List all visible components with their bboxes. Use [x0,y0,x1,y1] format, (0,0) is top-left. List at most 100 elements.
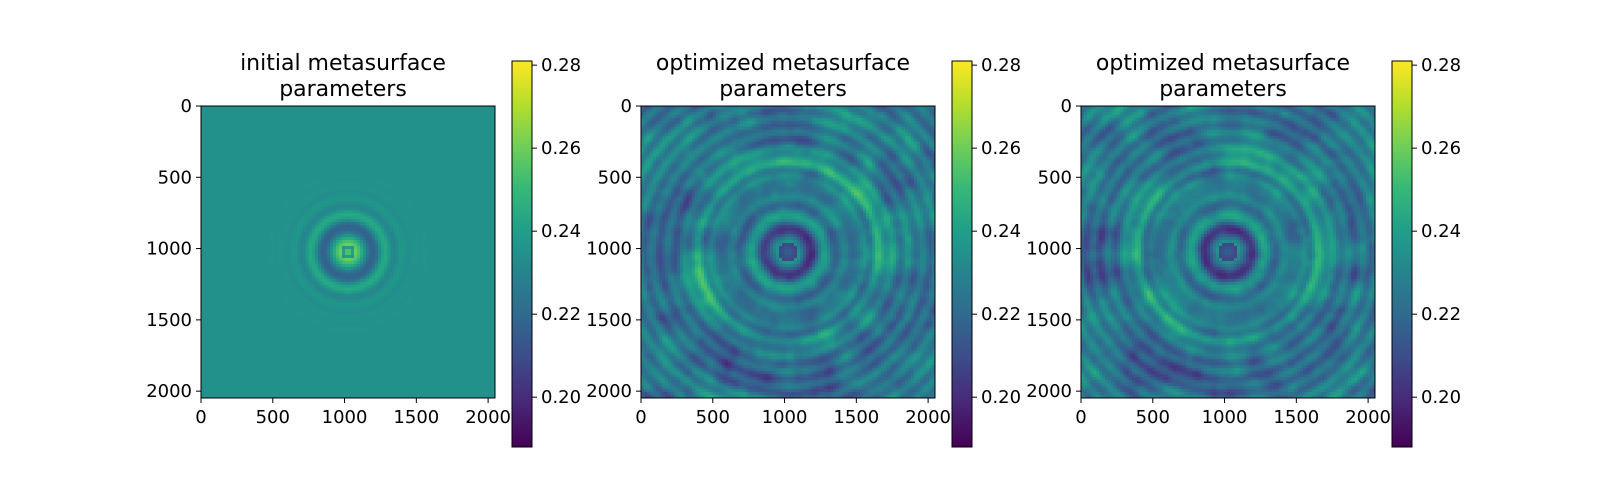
heatmap-cell [351,114,355,119]
heatmap-cell [372,153,376,158]
heatmap-cell [264,108,268,113]
heatmap-cell [375,156,379,161]
heatmap-cell [381,126,385,131]
heatmap-cell [291,177,295,181]
heatmap-cell [276,210,280,214]
heatmap-cell [282,186,286,190]
heatmap-cell [384,234,388,238]
heatmap-cell [324,249,328,253]
heatmap-cell [357,174,361,178]
heatmap-cell [264,186,268,190]
heatmap-cell [306,132,310,137]
heatmap-cell [459,171,463,175]
heatmap-cell [297,126,301,131]
heatmap-cell [270,246,274,250]
heatmap-cell [474,234,478,238]
heatmap-cell [483,219,487,223]
heatmap-cell [456,114,460,119]
heatmap-cell [342,237,346,241]
heatmap-cell [216,186,220,190]
heatmap-cell [450,117,454,122]
heatmap-cell [381,201,385,205]
heatmap-cell [405,159,409,164]
heatmap-cell [426,198,430,202]
heatmap-cell [324,195,328,199]
heatmap-cell [330,126,334,131]
heatmap-cell [360,135,364,140]
heatmap-cell [333,150,337,155]
heatmap-cell [465,228,469,232]
heatmap-cell [255,165,259,169]
heatmap-cell [312,231,316,235]
heatmap-cell [348,138,352,143]
heatmap-cell [489,144,493,149]
heatmap-cell [225,120,229,125]
heatmap-cell [252,106,256,110]
heatmap-cell [279,201,283,205]
heatmap-cell [222,213,226,217]
heatmap-cell [258,243,262,247]
heatmap-cell [420,135,424,140]
heatmap-cell [489,228,493,232]
heatmap-cell [306,204,310,208]
heatmap-cell [300,117,304,122]
heatmap-cell [333,234,337,238]
heatmap-cell [378,189,382,193]
heatmap-cell [324,150,328,155]
heatmap-cell [405,254,409,259]
heatmap-cell [483,171,487,175]
heatmap-cell [468,126,472,131]
heatmap-cell [414,216,418,220]
heatmap-cell [210,144,214,149]
heatmap-cell [330,234,334,238]
heatmap-cell [210,228,214,232]
heatmap-cell [423,165,427,169]
heatmap-cell [297,201,301,205]
heatmap-cell [438,243,442,247]
heatmap-cell [261,198,265,202]
heatmap-cell [420,213,424,217]
heatmap-cell [297,216,301,220]
heatmap-cell [393,177,397,181]
heatmap-cell [288,174,292,178]
heatmap-cell [411,126,415,131]
heatmap-cell [375,234,379,238]
heatmap-cell [276,153,280,158]
heatmap-cell [444,117,448,122]
heatmap-cell [339,156,343,161]
heatmap-cell [270,106,274,110]
heatmap-cell [306,171,310,175]
heatmap-cell [438,156,442,161]
heatmap-cell [393,189,397,193]
heatmap-cell [483,168,487,172]
heatmap-cell [333,213,337,217]
heatmap-cell [363,180,367,184]
heatmap-cell [246,150,250,155]
heatmap-cell [465,138,469,143]
heatmap-cell [279,106,283,110]
heatmap-cell [348,165,352,169]
heatmap-cell [462,207,466,211]
heatmap-cell [285,106,289,110]
heatmap-cell [375,219,379,223]
heatmap-cell [237,213,241,217]
heatmap-cell [219,108,223,113]
heatmap-cell [276,216,280,220]
heatmap-cell [333,219,337,223]
heatmap-cell [432,204,436,208]
heatmap-cell [321,174,325,178]
heatmap-cell [327,180,331,184]
heatmap-cell [354,165,358,169]
heatmap-cell [306,120,310,125]
heatmap-cell [231,249,235,253]
heatmap-cell [429,168,433,172]
heatmap-cell [297,198,301,202]
heatmap-cell [480,249,484,253]
heatmap-cell [483,108,487,113]
heatmap-cell [354,156,358,161]
heatmap-cell [378,237,382,241]
heatmap-cell [417,144,421,149]
heatmap-cell [309,144,313,149]
heatmap-cell [450,237,454,241]
heatmap-cell [477,210,481,214]
